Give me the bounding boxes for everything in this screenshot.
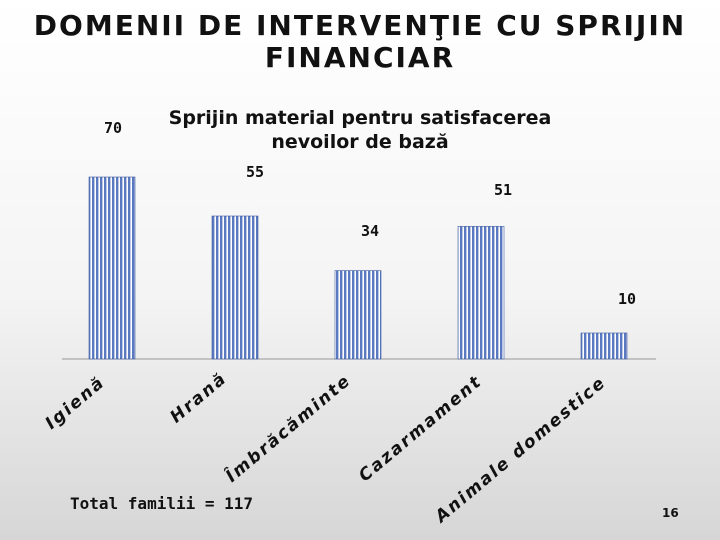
category-label-4: Cazarmament <box>355 372 486 487</box>
slide-title-line-1: DOMENII DE INTERVENŢIE CU SPRIJIN <box>33 9 687 42</box>
bar-2 <box>211 215 259 360</box>
bar-4 <box>457 226 505 360</box>
slide-title-line-2: FINANCIAR <box>264 41 456 74</box>
data-label-2: 55 <box>246 163 264 181</box>
chart-title-line-1: Sprijin material pentru satisfacerea <box>169 107 552 129</box>
chart-title-line-2: nevoilor de bază <box>271 131 448 153</box>
category-label-1: Igienă <box>42 373 110 434</box>
bar-5 <box>580 332 628 360</box>
bar-1 <box>88 176 136 360</box>
category-label-2: Hrană <box>167 369 232 428</box>
data-label-3: 34 <box>361 222 379 240</box>
total-families-note: Total familii = 117 <box>70 494 254 513</box>
page-number: 16 <box>662 506 679 520</box>
category-label-3: Îmbrăcăminte <box>221 369 355 487</box>
data-label-1: 70 <box>104 119 122 137</box>
data-label-5: 10 <box>618 290 636 308</box>
bar-3 <box>334 270 382 360</box>
slide-title: DOMENII DE INTERVENŢIE CU SPRIJIN FINANC… <box>0 10 720 74</box>
data-label-4: 51 <box>494 181 512 199</box>
